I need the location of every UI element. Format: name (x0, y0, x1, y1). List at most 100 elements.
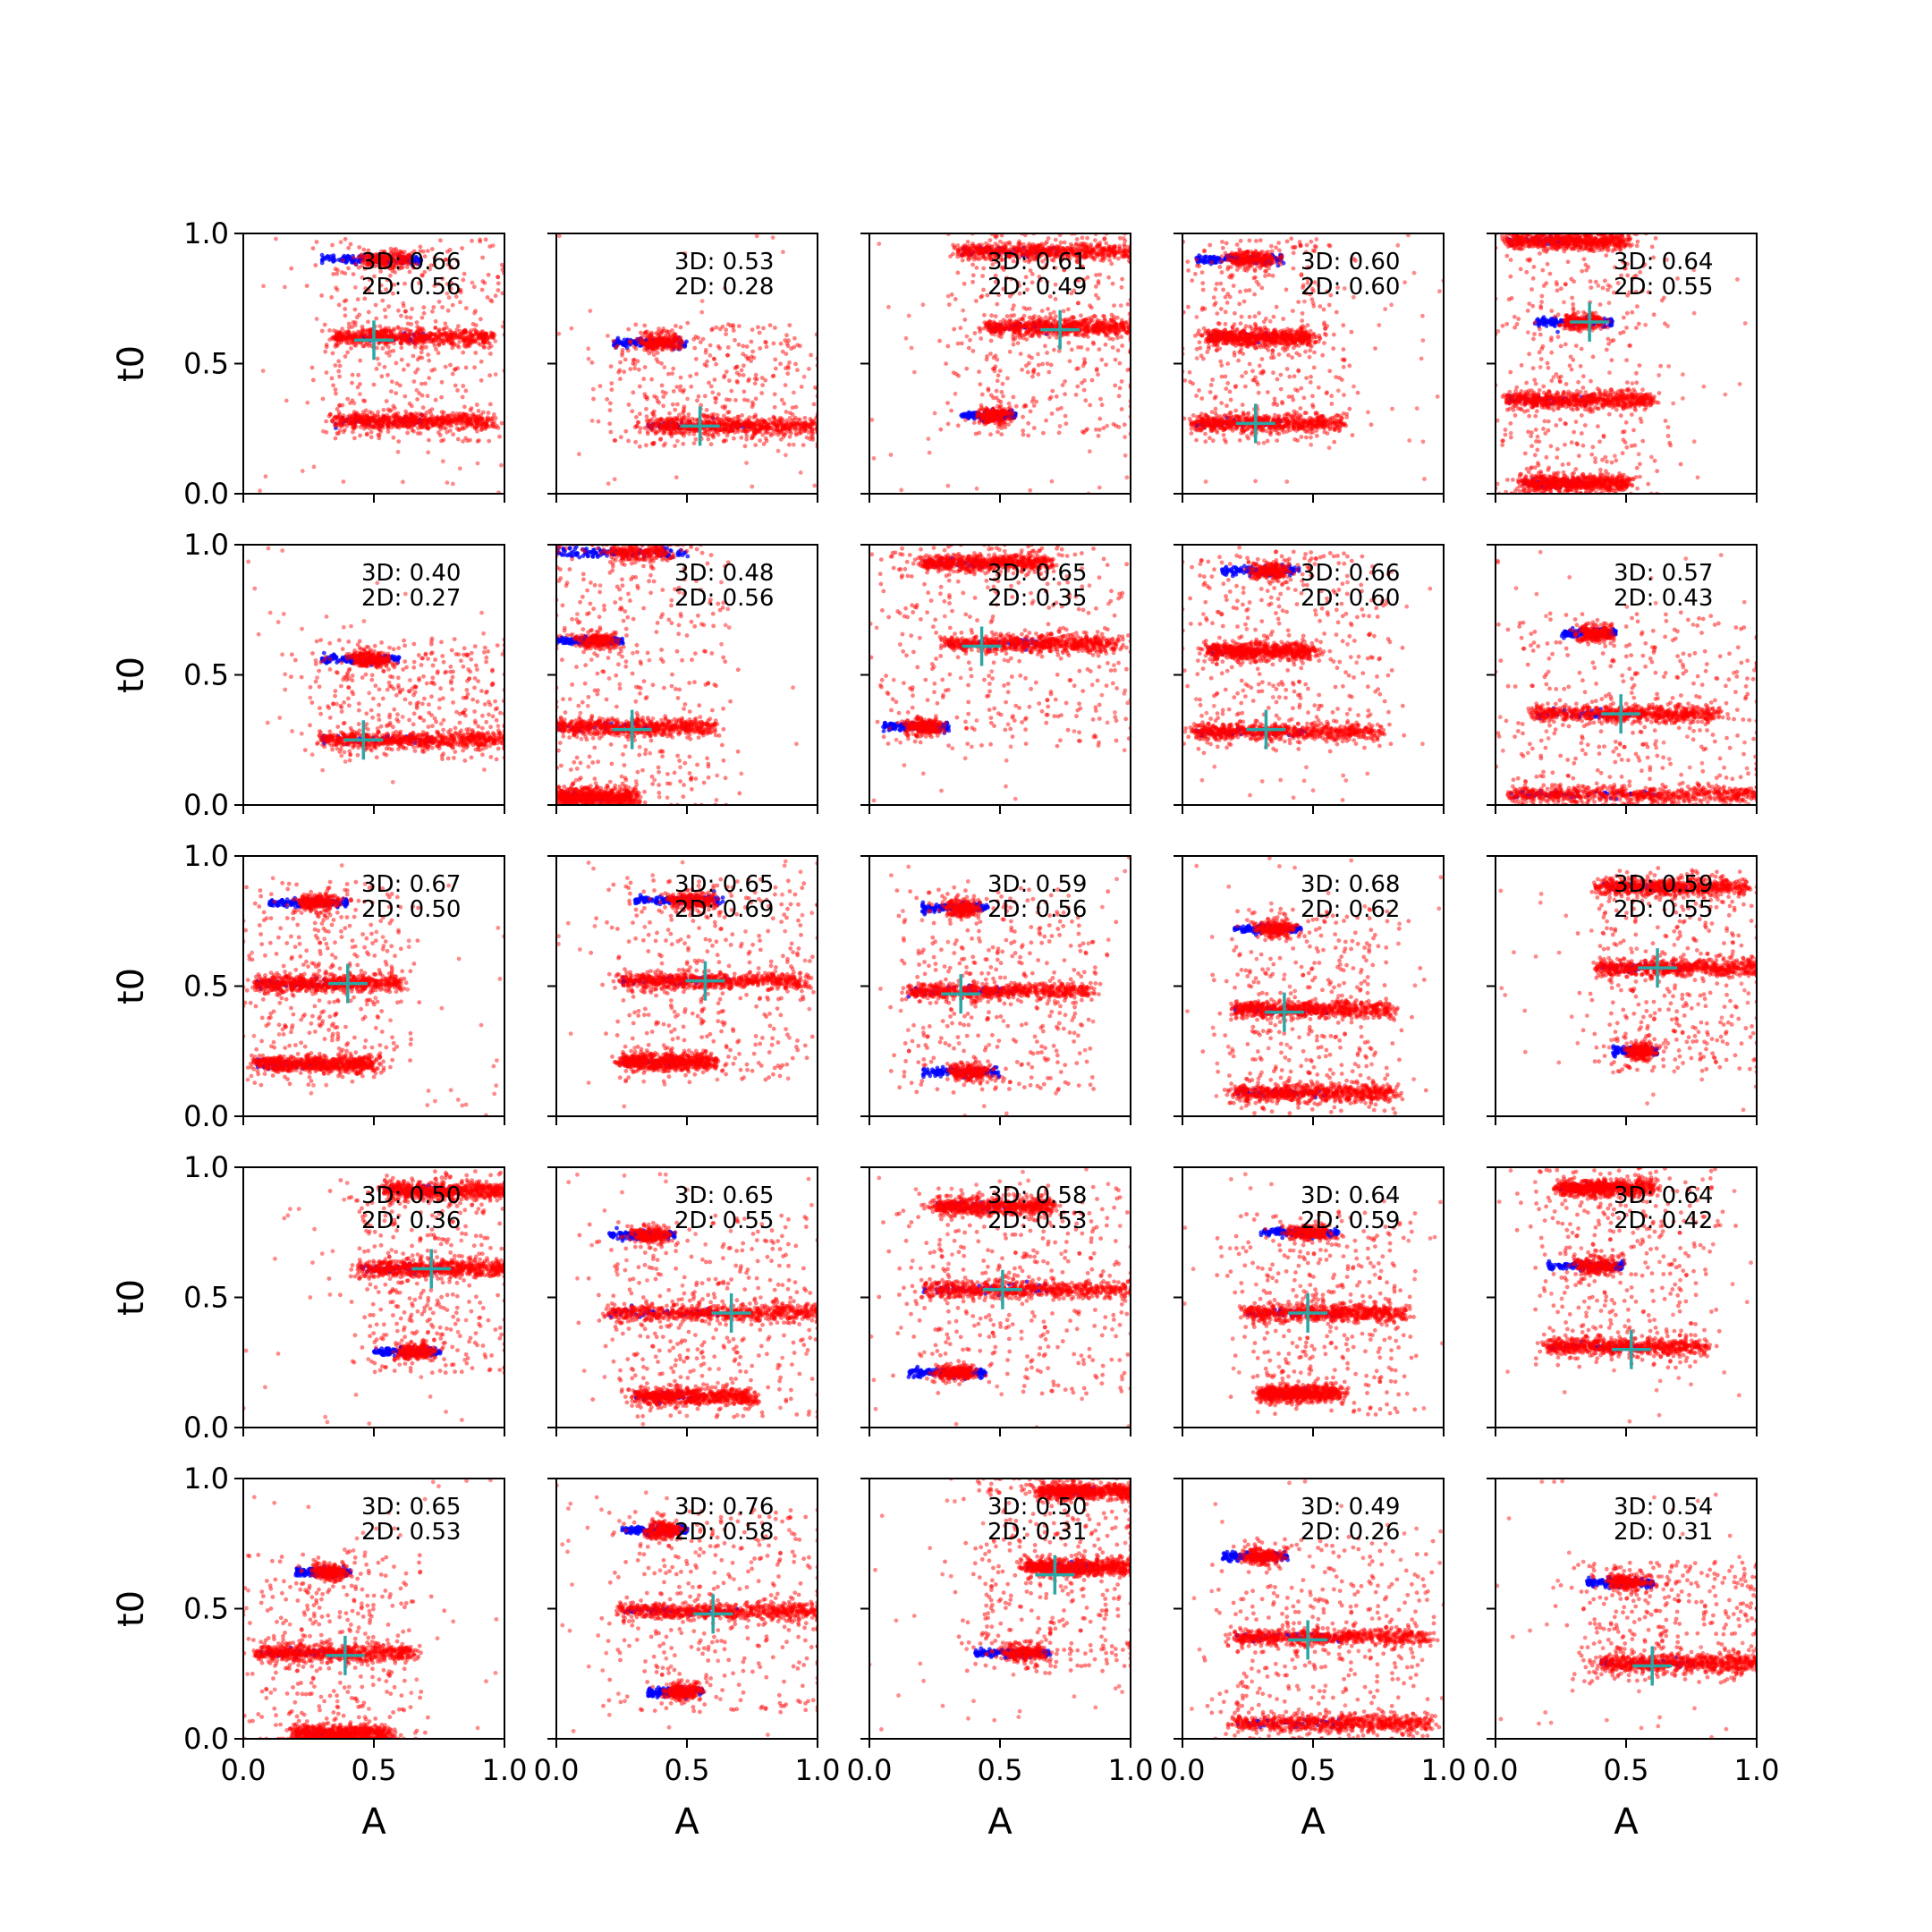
sample-point (735, 428, 741, 432)
sample-point (493, 372, 498, 377)
sample-point (450, 345, 455, 351)
sample-point (367, 261, 371, 267)
sample-point (352, 284, 358, 290)
sample-point (792, 344, 797, 350)
sample-point (644, 406, 648, 411)
sample-point (772, 392, 777, 397)
sample-point (979, 293, 985, 299)
sample-point (720, 404, 725, 410)
sample-point (906, 313, 911, 318)
sample-point (419, 355, 425, 360)
sample-point (377, 419, 382, 424)
sample-point (442, 326, 446, 331)
sample-point (356, 265, 361, 270)
sample-point (1120, 343, 1124, 348)
sample-point (478, 239, 483, 244)
sample-point (691, 441, 697, 445)
sample-point (433, 332, 437, 337)
sample-point (443, 257, 448, 262)
sample-point (609, 387, 614, 393)
sample-point (703, 417, 708, 422)
sample-point (364, 334, 369, 339)
sample-point (945, 343, 951, 349)
sample-point (1025, 369, 1030, 375)
sample-points (258, 236, 504, 494)
sample-point (659, 360, 664, 366)
sample-point (753, 428, 758, 432)
sample-point (324, 419, 328, 424)
sample-point (987, 238, 993, 242)
sample-point (330, 419, 335, 424)
sample-point (955, 341, 961, 346)
sample-point (938, 427, 944, 432)
sample-point (1094, 273, 1098, 277)
sample-point (338, 240, 343, 245)
sample-point (399, 423, 403, 428)
sample-point (419, 329, 424, 335)
sample-point (336, 302, 342, 308)
sample-point (1060, 383, 1065, 387)
sample-point (1009, 419, 1014, 424)
sample-point (946, 302, 952, 307)
sample-point (984, 411, 989, 417)
sample-point (992, 369, 997, 374)
sample-point (1101, 426, 1106, 430)
sample-point (631, 344, 637, 349)
sample-point (735, 414, 741, 419)
sample-point (664, 418, 669, 423)
sample-point (968, 337, 972, 343)
sample-point (386, 252, 391, 258)
sample-point (706, 413, 710, 419)
sample-point (634, 336, 640, 342)
sample-point (1102, 237, 1106, 242)
sample-point (463, 306, 469, 310)
sample-point (342, 253, 347, 258)
sample-point (457, 288, 462, 293)
sample-point (722, 375, 726, 380)
sample-point (1115, 348, 1121, 353)
sample-point (1110, 281, 1115, 286)
sample-point (656, 360, 660, 364)
sample-point (399, 313, 403, 318)
sample-point (639, 341, 644, 346)
sample-point (486, 411, 491, 415)
sample-point (1023, 403, 1029, 409)
sample-point (1021, 432, 1026, 437)
sample-point (436, 335, 441, 340)
sample-point (394, 335, 398, 341)
sample-point (758, 438, 762, 443)
sample-point (369, 429, 374, 435)
sample-point (706, 436, 711, 442)
sample-point (757, 420, 762, 426)
sample-point (319, 328, 325, 334)
sample-point (471, 284, 477, 290)
sample-point (401, 479, 405, 485)
sample-point (323, 349, 328, 354)
sample-point (1026, 433, 1031, 438)
sample-point (367, 277, 372, 283)
sample-point (669, 431, 674, 436)
sample-point (436, 282, 441, 286)
sample-point (1003, 425, 1008, 430)
sample-point (657, 428, 661, 434)
sample-point (352, 401, 357, 406)
sample-point (322, 255, 327, 260)
sample-point (644, 414, 649, 419)
sample-point (996, 398, 1001, 403)
sample-point (632, 366, 638, 371)
sample-point (401, 303, 406, 309)
sample-point (980, 274, 985, 278)
sample-point (378, 290, 383, 294)
sample-point (394, 381, 400, 386)
sample-point (999, 432, 1004, 436)
sample-point (334, 285, 339, 291)
sample-point (681, 441, 686, 446)
sample-point (699, 299, 705, 303)
sample-point (351, 429, 355, 435)
sample-point (479, 427, 484, 432)
sample-point (657, 420, 661, 426)
sample-point (662, 422, 666, 428)
sample-point (768, 420, 774, 426)
sample-point (661, 394, 666, 399)
sample-point (300, 469, 305, 473)
